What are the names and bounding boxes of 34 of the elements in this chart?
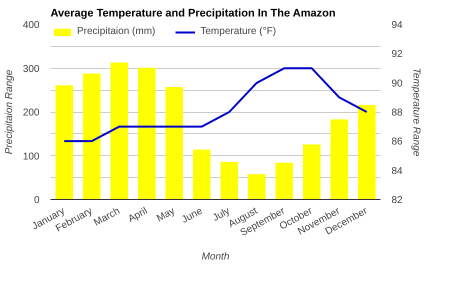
x-tick-label: April: [126, 206, 150, 225]
bar: [56, 85, 73, 200]
y2-tick-label: 88: [392, 108, 404, 118]
bar: [110, 62, 128, 200]
bar: [193, 150, 210, 200]
legend-label: Precipitaion (mm): [77, 26, 156, 37]
bar: [358, 104, 376, 200]
bar: [138, 68, 156, 200]
y-tick-label: 100: [22, 151, 40, 162]
bar: [220, 162, 238, 200]
y2-tick-label: 94: [392, 20, 404, 31]
bar: [248, 174, 266, 200]
x-axis-title: Month: [202, 252, 230, 263]
y2-tick-label: 90: [392, 78, 404, 90]
y-tick-label: 0: [34, 195, 40, 206]
bar: [303, 144, 320, 200]
x-tick-label: June: [180, 205, 205, 226]
y2-axis-title: Temperature Range: [410, 68, 422, 157]
y-axis-title: Precipitaion Range: [4, 69, 15, 154]
y-tick-label: 200: [22, 108, 40, 118]
bar: [166, 87, 183, 200]
chart-title: Average Temperature and Precipitation In The Amazon: [50, 8, 336, 20]
bar: [330, 119, 348, 200]
bar: [276, 162, 293, 200]
line-series: [63, 67, 368, 142]
y2-tick-label: 86: [392, 136, 404, 148]
x-tick-label: May: [155, 206, 177, 224]
legend-label: Temperature (°F): [200, 26, 276, 37]
y2-tick-label: 82: [392, 195, 404, 206]
y-tick-label: 400: [22, 20, 40, 31]
y2-tick-label: 84: [392, 166, 404, 177]
y2-tick-label: 92: [392, 49, 404, 60]
y-tick-label: 300: [22, 64, 40, 75]
bar: [83, 73, 100, 200]
